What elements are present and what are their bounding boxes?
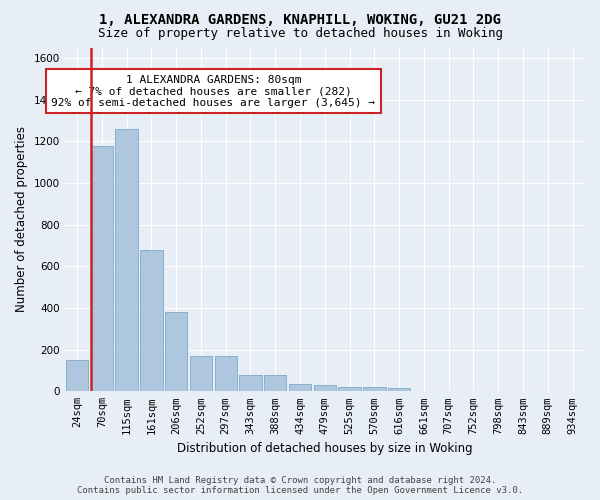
Bar	[190, 356, 212, 392]
Bar	[140, 250, 163, 392]
Bar	[363, 386, 386, 392]
Bar	[388, 388, 410, 392]
X-axis label: Distribution of detached houses by size in Woking: Distribution of detached houses by size …	[177, 442, 473, 455]
Bar	[289, 384, 311, 392]
Text: 1 ALEXANDRA GARDENS: 80sqm
← 7% of detached houses are smaller (282)
92% of semi: 1 ALEXANDRA GARDENS: 80sqm ← 7% of detac…	[52, 74, 376, 108]
Bar	[91, 146, 113, 392]
Bar	[239, 374, 262, 392]
Bar	[338, 386, 361, 392]
Bar	[215, 356, 237, 392]
Bar	[165, 312, 187, 392]
Y-axis label: Number of detached properties: Number of detached properties	[15, 126, 28, 312]
Text: 1, ALEXANDRA GARDENS, KNAPHILL, WOKING, GU21 2DG: 1, ALEXANDRA GARDENS, KNAPHILL, WOKING, …	[99, 12, 501, 26]
Text: Contains HM Land Registry data © Crown copyright and database right 2024.
Contai: Contains HM Land Registry data © Crown c…	[77, 476, 523, 495]
Bar	[314, 386, 336, 392]
Bar	[115, 129, 138, 392]
Bar	[264, 374, 286, 392]
Bar	[66, 360, 88, 392]
Text: Size of property relative to detached houses in Woking: Size of property relative to detached ho…	[97, 28, 503, 40]
